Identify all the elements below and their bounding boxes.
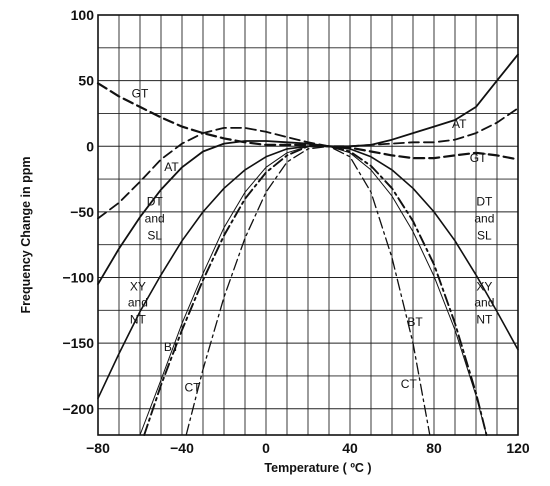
series-line-2 (97, 53, 519, 285)
y-tick-labels: 100 50 0 −50 −100 −150 −200 (62, 7, 94, 417)
curve-labels: GTGTATATDTandSLDTandSLXYandNTXYandNTBTBT… (128, 87, 495, 395)
x-axis-title: Temperature ( ºC ) (264, 461, 371, 475)
x-tick-label: −40 (170, 440, 194, 456)
curve-label: NT (130, 312, 147, 326)
curve-label: AT (452, 117, 467, 131)
x-tick-label: 0 (262, 440, 270, 456)
series-line-5 (143, 145, 488, 436)
curve-label: NT (476, 312, 493, 326)
y-tick-label: −200 (62, 401, 94, 417)
y-tick-label: 50 (78, 73, 94, 89)
x-tick-label: −80 (86, 440, 110, 456)
series-line-1 (97, 107, 519, 220)
curve-label: and (474, 211, 494, 225)
curve-label: XY (130, 280, 146, 294)
curve-label: SL (147, 228, 162, 242)
x-tick-label: 120 (506, 440, 530, 456)
y-tick-label: −150 (62, 335, 94, 351)
series-line-6 (185, 145, 431, 436)
curve-label: BT (164, 340, 180, 354)
curve-label: BT (407, 315, 423, 329)
curve-label: DT (476, 194, 493, 208)
y-axis-title: Frequency Change in ppm (19, 157, 33, 314)
curve-label: CT (185, 381, 202, 395)
curve-label: GT (470, 151, 487, 165)
curve-label: and (128, 295, 148, 309)
curve-label: and (474, 295, 494, 309)
curve-label: GT (132, 87, 149, 101)
curve-label: CT (401, 377, 418, 391)
curve-label: SL (477, 228, 492, 242)
y-tick-label: 100 (71, 7, 95, 23)
y-tick-label: 0 (86, 138, 94, 154)
series-line-0 (96, 82, 520, 161)
grid-lines (98, 15, 518, 435)
curve-label: and (145, 211, 165, 225)
x-tick-labels: −80 −40 0 40 80 120 (86, 440, 530, 456)
series-curves (96, 53, 520, 436)
y-tick-label: −100 (62, 270, 94, 286)
x-tick-label: 80 (426, 440, 442, 456)
plot-frame (97, 14, 519, 436)
curve-label: AT (164, 160, 179, 174)
curve-label: DT (147, 194, 164, 208)
y-tick-label: −50 (70, 204, 94, 220)
curve-label: XY (476, 280, 492, 294)
x-tick-label: 40 (342, 440, 358, 456)
